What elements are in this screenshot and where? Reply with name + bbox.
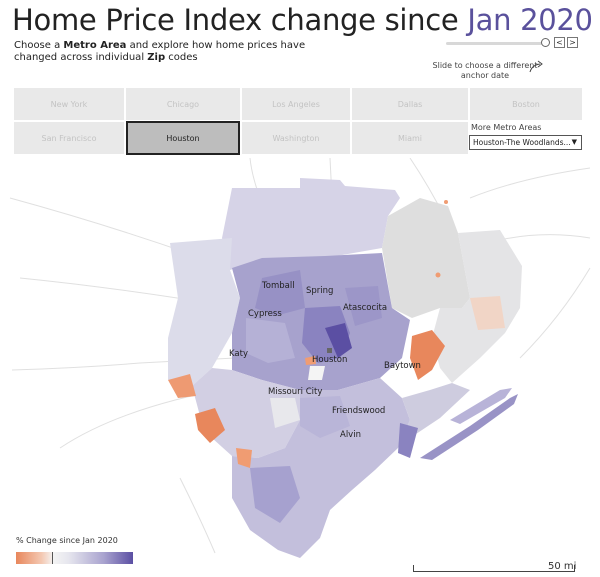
zip-decline-west <box>168 374 196 398</box>
subtitle-metro-area: Metro Area <box>63 40 127 51</box>
city-label-spring: Spring <box>306 286 333 296</box>
zip-cluster-downtown <box>308 366 325 380</box>
metro-area-selector: New York Chicago Los Angeles Dallas Bost… <box>14 88 582 156</box>
city-label-friendswood: Friendswood <box>332 406 385 416</box>
zip-code-choropleth-map[interactable]: Tomball Spring Cypress Atascocita Katy H… <box>0 158 600 558</box>
metro-button-boston[interactable]: Boston <box>470 88 582 120</box>
title-main: Home Price Index change since <box>12 3 468 37</box>
more-metros-dropdown[interactable]: Houston-The Woodlands... ▼ <box>469 135 582 150</box>
metro-button-houston[interactable]: Houston <box>126 121 240 155</box>
zip-cluster-coastal <box>398 423 418 458</box>
city-label-missouri-city: Missouri City <box>268 387 322 397</box>
city-label-baytown: Baytown <box>384 361 421 371</box>
anchor-date-slider-track[interactable] <box>446 42 546 45</box>
zip-region-declines <box>168 200 505 468</box>
subtitle: Choose a Metro Area and explore how home… <box>14 40 314 64</box>
scale-bar-right-end <box>574 565 575 572</box>
zip-decline-dot-north <box>444 200 448 204</box>
scale-label: 50 mi <box>548 561 577 572</box>
zip-region-highlights <box>246 270 418 523</box>
zip-region-north <box>222 178 400 270</box>
zip-decline-south <box>236 448 252 468</box>
previous-date-button[interactable]: < <box>554 37 565 48</box>
city-labels: Tomball Spring Cypress Atascocita Katy H… <box>229 281 421 440</box>
zip-decline-baytown <box>410 330 445 380</box>
metro-button-new-york[interactable]: New York <box>14 88 124 120</box>
zip-decline-dot <box>435 272 441 278</box>
zip-region-bolivar <box>450 388 512 424</box>
legend-title: % Change since Jan 2020 <box>16 536 118 545</box>
metro-button-dallas[interactable]: Dallas <box>352 88 468 120</box>
legend-color-scale <box>16 552 133 564</box>
slider-hint: Slide to choose a different anchor date <box>432 61 538 80</box>
city-label-atascocita: Atascocita <box>343 303 387 313</box>
zip-darkest-purple <box>325 323 352 358</box>
curved-arrow-icon <box>529 60 543 73</box>
city-label-tomball: Tomball <box>261 281 295 291</box>
scale-bar-left-end <box>413 565 414 572</box>
zip-cluster-neutral <box>270 398 300 428</box>
zip-region-galveston-island <box>420 394 518 460</box>
more-metros-label: More Metro Areas <box>471 123 542 132</box>
next-date-button[interactable]: > <box>567 37 578 48</box>
zip-cluster-friendswood <box>300 396 350 438</box>
subtitle-part-1: Choose a <box>14 40 64 51</box>
zip-decline-central <box>305 356 316 365</box>
zip-decline-southwest <box>195 408 225 443</box>
title-anchor-date: Jan 2020 <box>467 3 593 37</box>
zip-cluster-tomball <box>255 270 305 316</box>
dropdown-caret-icon: ▼ <box>571 138 577 146</box>
anchor-date-slider-handle[interactable] <box>541 38 550 47</box>
subtitle-zip: Zip <box>147 52 166 63</box>
legend-zero-tick <box>52 552 53 564</box>
metro-button-san-francisco[interactable]: San Francisco <box>14 122 124 154</box>
zip-region-west <box>168 238 240 386</box>
zip-region-fort-bend <box>192 368 300 458</box>
zip-cluster-cypress <box>246 318 295 363</box>
more-metros-value: Houston-The Woodlands... <box>473 138 571 147</box>
city-label-katy: Katy <box>229 349 248 359</box>
metro-button-chicago[interactable]: Chicago <box>126 88 240 120</box>
metro-button-los-angeles[interactable]: Los Angeles <box>242 88 350 120</box>
zip-cluster-brazoria-inner <box>250 466 300 523</box>
metro-zip-regions <box>168 178 522 558</box>
city-label-alvin: Alvin <box>340 430 361 440</box>
zip-region-east-county <box>382 198 470 318</box>
scale-bar <box>413 571 575 572</box>
subtitle-part-3: codes <box>165 52 198 63</box>
metro-button-miami[interactable]: Miami <box>352 122 468 154</box>
zip-decline-far-east <box>470 296 505 330</box>
city-label-houston: Houston <box>312 355 347 365</box>
houston-marker <box>327 348 332 353</box>
page-title: Home Price Index change since Jan 2020 <box>12 2 593 38</box>
zip-cluster-atascocita <box>345 286 382 326</box>
city-label-cypress: Cypress <box>248 309 282 319</box>
metro-button-washington[interactable]: Washington <box>242 122 350 154</box>
subtitle-part-2: and explore how home prices have changed… <box>14 40 306 63</box>
